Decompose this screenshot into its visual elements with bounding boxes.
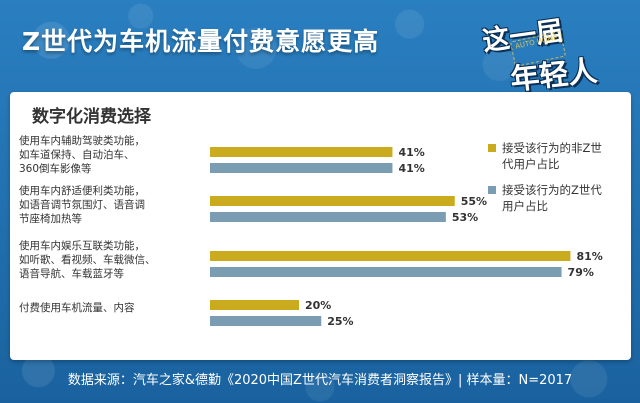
bar — [210, 163, 393, 173]
legend-label-line: 接受该行为的Z世代 — [502, 183, 602, 197]
bar — [210, 300, 299, 310]
category-label-line: 使用车内舒适便利类功能， — [19, 184, 145, 197]
chart-panel: 数字化消费选择 使用车内辅助驾驶类功能，如车道保持、自动泊车、 360倒车影像等使… — [10, 92, 631, 360]
legend-label-line: 代用户占比 — [502, 157, 560, 171]
category-label-line: 360倒车影像等 — [19, 162, 92, 175]
category-label-line: 付费使用车机流量、内容 — [19, 301, 135, 314]
category-label: 使用车内辅助驾驶类功能，如车道保持、自动泊车、 360倒车影像等 — [19, 134, 145, 175]
category-label: 使用车内舒适便利类功能，如语音调节氛围灯、语音调节座椅加热等 — [19, 184, 145, 225]
value-label: 53% — [452, 211, 478, 224]
category-label-line: 如车道保持、自动泊车、 — [19, 148, 135, 161]
bar — [210, 267, 562, 277]
legend-swatch — [488, 144, 496, 152]
value-label: 81% — [576, 250, 602, 263]
legend-label-line: 用户占比 — [502, 199, 548, 213]
value-label: 41% — [398, 146, 424, 159]
category-label-line: 使用车内辅助驾驶类功能， — [19, 134, 145, 147]
bar — [210, 251, 571, 261]
category-label-line: 如听歌、看视频、车载微信、 — [19, 253, 156, 266]
value-label: 25% — [327, 315, 353, 328]
category-label-line: 节座椅加热等 — [19, 212, 82, 225]
category-label: 使用车内娱乐互联类功能，如听歌、看视频、车载微信、语音导航、车载蓝牙等 — [19, 239, 156, 280]
legend-label-line: 接受该行为的非Z世 — [502, 141, 602, 155]
value-label: 41% — [398, 162, 424, 175]
legend-label: 接受该行为的非Z世代用户占比 — [502, 141, 602, 171]
legend-label: 接受该行为的Z世代用户占比 — [502, 183, 602, 213]
section-title: 数字化消费选择 — [32, 107, 151, 127]
legend-swatch — [488, 186, 496, 194]
category-label: 付费使用车机流量、内容 — [19, 301, 135, 314]
value-label: 20% — [305, 299, 331, 312]
bar — [210, 196, 455, 206]
bar — [210, 316, 322, 326]
bar — [210, 212, 446, 222]
category-label-line: 语音导航、车载蓝牙等 — [19, 267, 124, 280]
value-label: 79% — [568, 266, 594, 279]
badge-line-2: 年轻人 — [508, 53, 599, 97]
category-label-line: 使用车内娱乐互联类功能， — [19, 239, 145, 252]
category-label-line: 如语音调节氛围灯、语音调 — [19, 198, 145, 211]
youth-badge: 这一届 AUTO HOME 年轻人 — [470, 2, 635, 100]
bar — [210, 147, 393, 157]
bar-chart: 使用车内辅助驾驶类功能，如车道保持、自动泊车、 360倒车影像等使用车内舒适便利类… — [19, 134, 603, 328]
value-label: 55% — [461, 195, 487, 208]
data-source-footer: 数据来源：汽车之家&德勤《2020中国Z世代汽车消费者洞察报告》| 样本量：N=… — [67, 373, 573, 388]
page-title: Z世代为车机流量付费意愿更高 — [22, 27, 380, 56]
